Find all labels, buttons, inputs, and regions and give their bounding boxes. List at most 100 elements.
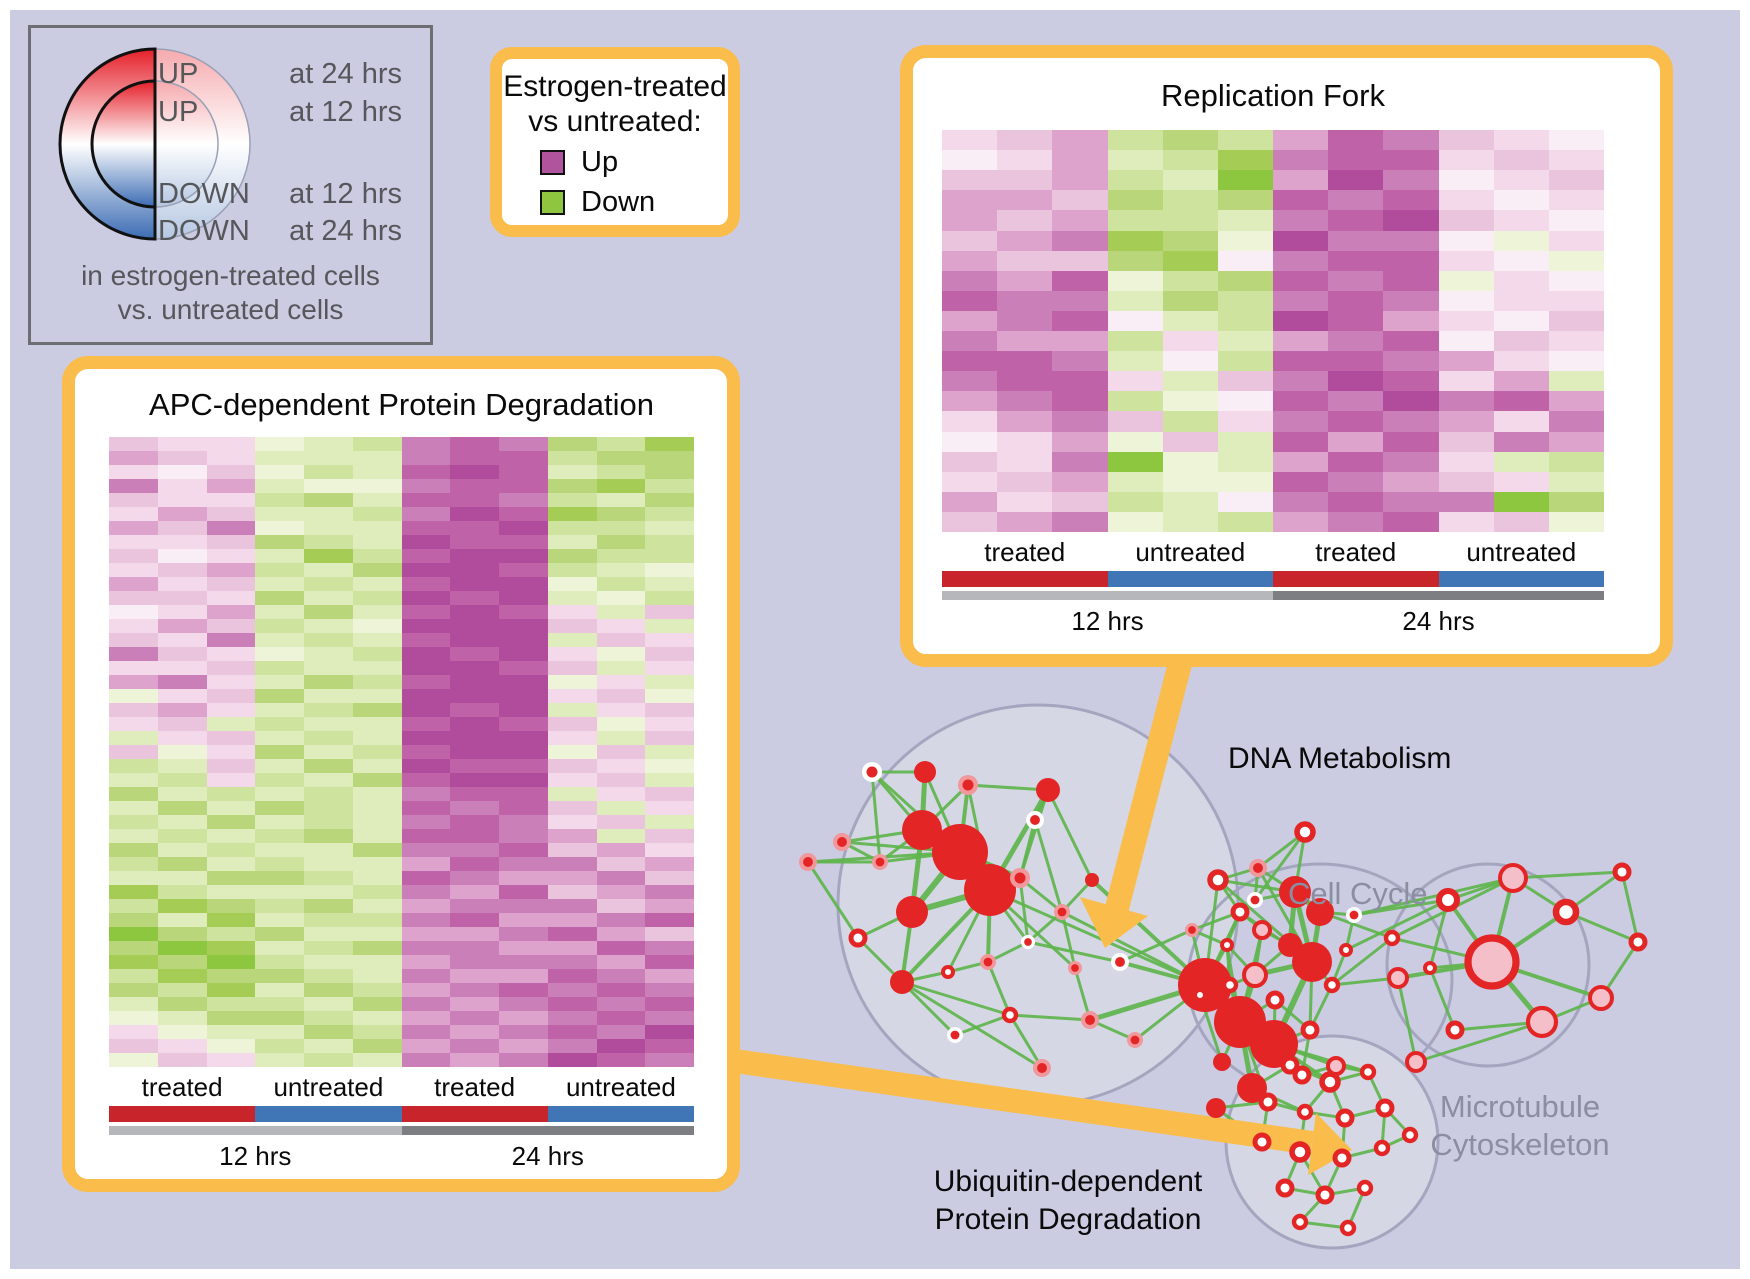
heatmap-cell xyxy=(645,507,694,521)
heatmap-cell xyxy=(255,871,304,885)
heatmap-cell xyxy=(645,731,694,745)
heatmap-cell xyxy=(596,605,646,619)
cell-cycle-label: Cell Cycle xyxy=(1288,876,1428,911)
heatmap-cell xyxy=(401,703,451,717)
heatmap-cell xyxy=(206,857,256,871)
network-edge xyxy=(967,783,1049,792)
heatmap-cell xyxy=(206,829,256,843)
heatmap-cell xyxy=(1273,270,1329,291)
network-edge xyxy=(1353,898,1449,917)
heatmap-cell xyxy=(1438,451,1494,472)
heatmap-cell xyxy=(157,619,207,633)
heatmap-cell xyxy=(596,941,646,955)
heatmap-cell xyxy=(499,647,548,661)
heatmap-cell xyxy=(1273,371,1329,392)
heatmap-cell xyxy=(499,857,548,871)
network-edge xyxy=(1046,789,1094,881)
heatmap-cell xyxy=(206,619,256,633)
heatmap-cell xyxy=(352,731,402,745)
time-label: at 24 hrs xyxy=(289,215,402,247)
network-edge xyxy=(986,961,1012,1016)
heatmap-cell xyxy=(401,633,451,647)
heatmap-cell xyxy=(1107,290,1163,311)
heatmap-cell xyxy=(255,1053,304,1067)
heatmap-cell xyxy=(450,1011,499,1025)
heatmap-cell xyxy=(1438,270,1494,291)
venn-left-inner xyxy=(90,79,157,209)
heatmap-cell xyxy=(997,270,1053,291)
heatmap-cell xyxy=(645,647,694,661)
heatmap-cell xyxy=(157,577,207,591)
heatmap-cell xyxy=(157,521,207,535)
heatmap-cell xyxy=(352,983,402,997)
heatmap-cell xyxy=(596,801,646,815)
heatmap-cell xyxy=(1217,431,1273,452)
heatmap-cell xyxy=(255,927,304,941)
heatmap-cell xyxy=(596,731,646,745)
heatmap-cell xyxy=(109,549,158,563)
network-node xyxy=(1036,778,1060,802)
heatmap-cell xyxy=(401,437,451,451)
heatmap-cell xyxy=(645,927,694,941)
heatmap-cell xyxy=(596,437,646,451)
heatmap-cell xyxy=(1052,431,1108,452)
heatmap-cell xyxy=(645,969,694,983)
group-label: untreated xyxy=(1466,537,1577,567)
heatmap-cell xyxy=(206,647,256,661)
heatmap-cell xyxy=(1273,210,1329,231)
heatmap-cell xyxy=(206,1011,256,1025)
heatmap-cell xyxy=(596,815,646,829)
heatmap-cell xyxy=(401,759,451,773)
heatmap-cell xyxy=(401,983,451,997)
heatmap-cell xyxy=(352,647,402,661)
heatmap-cell xyxy=(352,451,402,465)
heatmap-cell xyxy=(304,605,353,619)
heatmap-cell xyxy=(1438,491,1494,512)
heatmap-cell xyxy=(942,471,998,492)
heatmap-cell xyxy=(255,563,304,577)
heatmap-cell xyxy=(401,885,451,899)
network-node-core xyxy=(875,857,885,867)
heatmap-cell xyxy=(352,703,402,717)
heatmap-cell xyxy=(304,703,353,717)
network-edge xyxy=(1345,898,1449,952)
heatmap-cell xyxy=(499,941,548,955)
time-label: 24 hrs xyxy=(511,1141,584,1171)
heatmap-cell xyxy=(157,731,207,745)
heatmap-cell xyxy=(1548,130,1604,151)
heatmap-cell xyxy=(109,633,158,647)
heatmap-cell xyxy=(1162,351,1218,372)
heatmap-cell xyxy=(1217,411,1273,432)
network-node xyxy=(1359,1063,1377,1081)
heatmap-cell xyxy=(942,391,998,412)
heatmap-cell xyxy=(1217,310,1273,331)
heatmap-cell xyxy=(942,190,998,211)
heatmap-cell xyxy=(547,577,597,591)
heatmap-cell xyxy=(499,759,548,773)
heatmap-cell xyxy=(109,465,158,479)
network-node-core xyxy=(1030,815,1040,825)
heatmap-cell xyxy=(499,437,548,451)
heatmap-cell xyxy=(109,591,158,605)
network-node xyxy=(1628,932,1648,952)
heatmap-cell xyxy=(547,857,597,871)
heatmap-cell xyxy=(1052,391,1108,412)
heatmap-cell xyxy=(206,969,256,983)
heatmap-cell xyxy=(255,815,304,829)
heatmap-cell xyxy=(547,1053,597,1067)
heatmap-cell xyxy=(547,745,597,759)
heatmap-cell xyxy=(499,871,548,885)
heatmap-cell xyxy=(352,899,402,913)
heatmap-cell xyxy=(645,591,694,605)
network-node xyxy=(1373,1139,1391,1157)
heatmap-cell xyxy=(352,619,402,633)
network-node xyxy=(1375,1098,1395,1118)
heatmap-cell xyxy=(645,801,694,815)
heatmap-cell xyxy=(401,647,451,661)
heatmap-cell xyxy=(109,437,158,451)
heatmap-cell xyxy=(942,431,998,452)
heatmap-cell xyxy=(645,451,694,465)
heatmap-cell xyxy=(304,955,353,969)
heatmap-cell xyxy=(109,885,158,899)
heatmap-cell xyxy=(255,465,304,479)
